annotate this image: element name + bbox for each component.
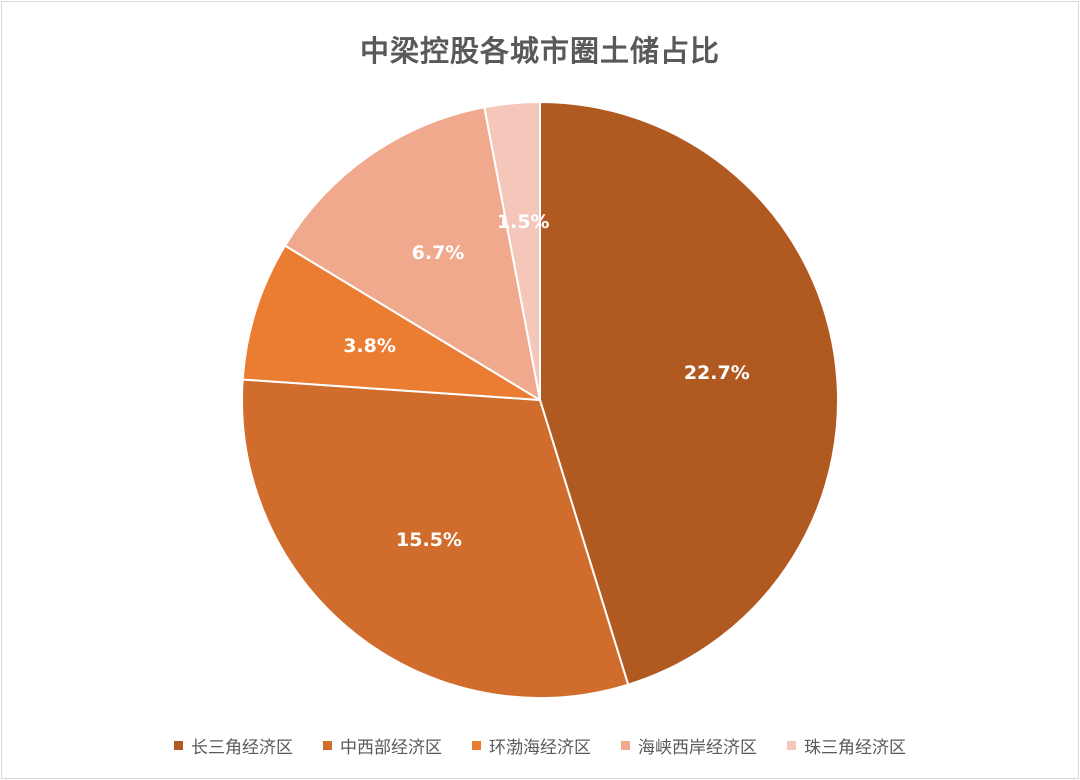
pie-slice-4 <box>283 106 542 403</box>
legend-label: 环渤海经济区 <box>489 738 591 758</box>
pie-slice-3 <box>241 244 541 401</box>
legend-swatch <box>621 741 630 750</box>
pie-slice-1 <box>539 100 839 686</box>
legend-label: 珠三角经济区 <box>804 738 906 758</box>
slice-data-label-2: 15.5% <box>396 529 462 551</box>
legend-item-4: 海峡西岸经济区 <box>621 733 757 758</box>
slice-data-label-3: 3.8% <box>343 335 396 357</box>
legend-swatch <box>323 741 332 750</box>
pie-slice-5 <box>483 100 541 401</box>
chart-title: 中梁控股各城市圈土储占比 <box>359 34 720 68</box>
legend-item-3: 环渤海经济区 <box>472 733 591 758</box>
slice-data-label-1: 22.7% <box>684 362 750 384</box>
legend-item-2: 中西部经济区 <box>323 733 442 758</box>
legend-swatch <box>174 741 183 750</box>
legend-swatch <box>472 741 481 750</box>
legend-item-1: 长三角经济区 <box>174 733 293 758</box>
slice-data-label-4: 6.7% <box>412 242 465 264</box>
legend-swatch <box>787 741 796 750</box>
chart-legend: 长三角经济区 中西部经济区 环渤海经济区 海峡西岸经济区 珠三角经济区 <box>0 733 1080 758</box>
slice-data-label-5: 1.5% <box>497 211 550 233</box>
pie-slice-2 <box>241 378 630 699</box>
legend-label: 长三角经济区 <box>191 738 293 758</box>
pie-slices <box>241 100 839 699</box>
legend-item-5: 珠三角经济区 <box>787 733 906 758</box>
legend-label: 海峡西岸经济区 <box>638 738 757 758</box>
pie-labels: 22.7% 15.5% 3.8% 6.7% 1.5% <box>343 211 750 551</box>
legend-label: 中西部经济区 <box>340 738 442 758</box>
